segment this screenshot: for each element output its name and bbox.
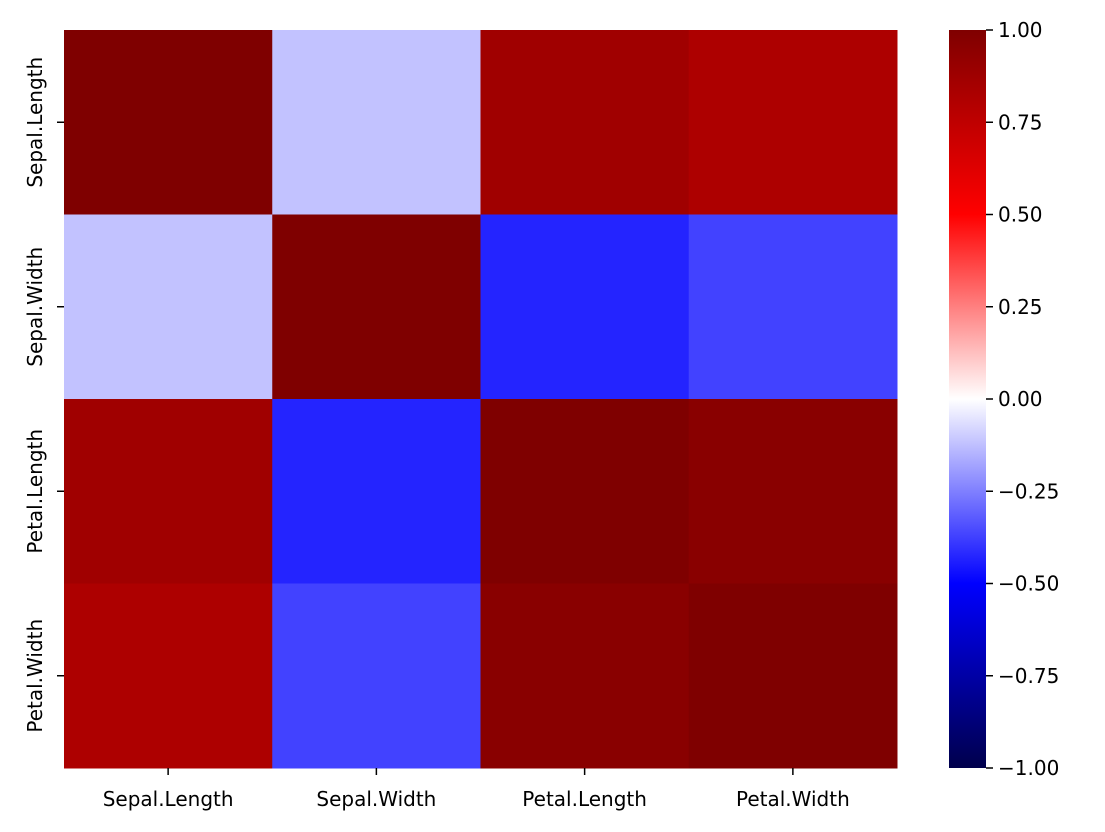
heatmap-cell-0-0 [64, 30, 273, 215]
heatmap-cell-0-1 [272, 30, 481, 215]
heatmap-cell-2-2 [480, 399, 690, 584]
heatmap-cell-2-3 [688, 399, 898, 584]
heatmap-cell-2-1 [272, 399, 481, 584]
colorbar-tick-label: 1.00 [998, 18, 1043, 42]
heatmap-cell-3-2 [480, 583, 690, 769]
x-tick-label: Sepal.Length [103, 787, 234, 811]
heatmap-cell-1-1 [272, 214, 481, 400]
colorbar-tick-label: 0.50 [998, 203, 1043, 227]
heatmap-cell-3-0 [64, 583, 273, 769]
y-axis: Sepal.Length Sepal.Width Petal.Length Petal… [23, 57, 64, 733]
x-tick-label: Petal.Width [736, 787, 850, 811]
colorbar-tick-label: 0.25 [998, 295, 1043, 319]
colorbar-tick-label: −0.25 [998, 479, 1059, 503]
x-tick-label: Petal.Length [522, 787, 647, 811]
colorbar-tick-label: −1.00 [998, 756, 1059, 780]
heatmap-cell-3-3 [688, 583, 898, 769]
heatmap-cell-1-2 [480, 214, 690, 400]
colorbar-tick-label: 0.00 [998, 387, 1043, 411]
y-tick-label: Petal.Length [23, 429, 47, 554]
y-tick-label: Sepal.Length [23, 57, 47, 188]
colorbar [949, 30, 986, 768]
heatmap-cell-2-0 [64, 399, 273, 584]
heatmap-cell-3-1 [272, 583, 481, 769]
x-tick-label: Sepal.Width [316, 787, 436, 811]
heatmap-cell-1-0 [64, 214, 273, 400]
colorbar-tick-label: 0.75 [998, 110, 1043, 134]
y-tick-label: Petal.Width [23, 619, 47, 733]
colorbar-gradient [949, 30, 986, 768]
heatmap-cells [64, 30, 898, 769]
y-tick-label: Sepal.Width [23, 247, 47, 367]
heatmap-cell-0-2 [480, 30, 690, 215]
heatmap-cell-0-3 [688, 30, 898, 215]
colorbar-ticks: 1.00 0.75 0.50 0.25 0.00 −0.25 −0.50 −0.75 −1.00 [986, 18, 1059, 780]
x-axis: Sepal.Length Sepal.Width Petal.Length Petal… [103, 768, 850, 811]
colorbar-tick-label: −0.50 [998, 572, 1059, 596]
colorbar-tick-label: −0.75 [998, 664, 1059, 688]
heatmap-cell-1-3 [688, 214, 898, 400]
